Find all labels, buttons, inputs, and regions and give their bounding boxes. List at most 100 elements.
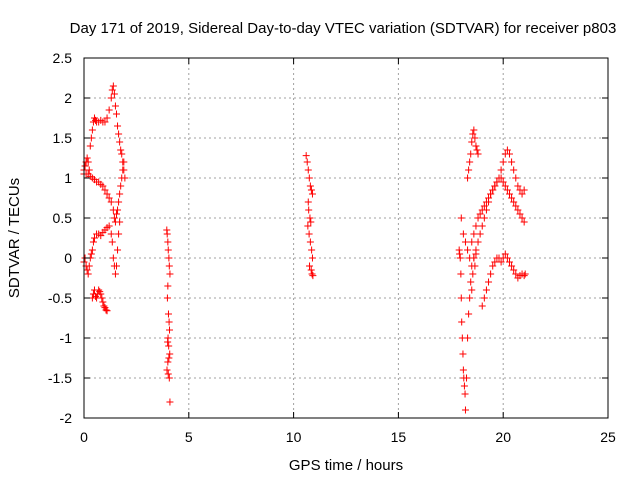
y-tick-label: -2 bbox=[60, 410, 73, 426]
data-point bbox=[165, 262, 173, 270]
data-point bbox=[307, 266, 315, 274]
axis-ticks: 0 5 10 15 20 25 -2 -1.5 -1 -0.5 0 0.5 1 1.5 2 2.5 bbox=[48, 50, 616, 445]
data-point bbox=[165, 374, 173, 382]
data-point bbox=[112, 210, 120, 218]
data-point bbox=[505, 150, 513, 158]
data-point bbox=[163, 366, 171, 374]
data-point bbox=[90, 234, 98, 242]
data-point bbox=[164, 246, 172, 254]
data-point bbox=[115, 198, 123, 206]
data-point bbox=[164, 282, 172, 290]
data-point bbox=[111, 270, 119, 278]
data-point bbox=[119, 166, 127, 174]
data-point bbox=[303, 158, 311, 166]
data-point bbox=[505, 190, 513, 198]
data-point bbox=[166, 270, 174, 278]
data-point bbox=[307, 186, 315, 194]
data-point bbox=[474, 214, 482, 222]
data-point bbox=[514, 206, 522, 214]
data-point bbox=[164, 358, 172, 366]
x-tick-label: 0 bbox=[80, 429, 88, 445]
data-point bbox=[501, 182, 509, 190]
data-point bbox=[461, 406, 469, 414]
series-1 bbox=[80, 158, 128, 226]
series-9 bbox=[468, 174, 528, 246]
data-point bbox=[468, 138, 476, 146]
x-tick-label: 15 bbox=[391, 429, 407, 445]
data-point bbox=[114, 206, 122, 214]
data-point bbox=[115, 130, 123, 138]
data-point bbox=[478, 206, 486, 214]
data-point bbox=[100, 302, 108, 310]
data-point bbox=[108, 86, 116, 94]
data-point bbox=[458, 318, 466, 326]
data-point bbox=[474, 150, 482, 158]
data-point bbox=[165, 254, 173, 262]
data-point bbox=[463, 374, 471, 382]
data-point bbox=[304, 166, 312, 174]
data-point bbox=[111, 102, 119, 110]
data-point bbox=[473, 146, 481, 154]
data-point bbox=[499, 158, 507, 166]
data-point bbox=[493, 178, 501, 186]
y-tick-label: -1.5 bbox=[48, 370, 72, 386]
data-point bbox=[467, 150, 475, 158]
data-point bbox=[165, 342, 173, 350]
data-point bbox=[508, 262, 516, 270]
data-point bbox=[81, 162, 89, 170]
data-point bbox=[503, 186, 511, 194]
data-point bbox=[497, 258, 505, 266]
data-point bbox=[501, 250, 509, 258]
data-point bbox=[466, 158, 474, 166]
data-point bbox=[103, 114, 111, 122]
data-point bbox=[304, 222, 312, 230]
x-tick-label: 20 bbox=[495, 429, 511, 445]
data-point bbox=[306, 262, 314, 270]
y-tick-label: -0.5 bbox=[48, 290, 72, 306]
data-point bbox=[165, 318, 173, 326]
data-point bbox=[470, 254, 478, 262]
data-point bbox=[459, 230, 467, 238]
data-point bbox=[491, 182, 499, 190]
series-2 bbox=[80, 218, 124, 278]
data-point bbox=[305, 174, 313, 182]
data-point bbox=[112, 262, 120, 270]
data-point bbox=[464, 334, 472, 342]
data-point bbox=[520, 272, 528, 280]
data-point bbox=[491, 258, 499, 266]
data-point bbox=[88, 246, 96, 254]
data-point bbox=[166, 350, 174, 358]
y-tick-label: 2.5 bbox=[53, 50, 73, 66]
data-point bbox=[163, 230, 171, 238]
x-tick-label: 25 bbox=[600, 429, 616, 445]
data-point bbox=[87, 250, 95, 258]
data-point bbox=[514, 182, 522, 190]
y-tick-label: 0.5 bbox=[53, 210, 73, 226]
data-point bbox=[107, 230, 115, 238]
data-point bbox=[482, 286, 490, 294]
data-point bbox=[84, 158, 92, 166]
data-point bbox=[107, 198, 115, 206]
data-point bbox=[510, 166, 518, 174]
data-point bbox=[110, 90, 118, 98]
data-point bbox=[521, 270, 529, 278]
data-point bbox=[98, 294, 106, 302]
data-point bbox=[459, 350, 467, 358]
data-point bbox=[459, 366, 467, 374]
data-point bbox=[478, 222, 486, 230]
data-point bbox=[84, 270, 92, 278]
data-point bbox=[164, 370, 172, 378]
data-point bbox=[107, 94, 115, 102]
data-point bbox=[108, 238, 116, 246]
data-point bbox=[86, 142, 94, 150]
data-point bbox=[95, 286, 103, 294]
data-point bbox=[476, 210, 484, 218]
data-point bbox=[518, 214, 526, 222]
data-point bbox=[467, 278, 475, 286]
y-tick-label: -1 bbox=[60, 330, 73, 346]
data-point bbox=[105, 194, 113, 202]
data-point bbox=[83, 154, 91, 162]
data-point bbox=[456, 254, 464, 262]
data-point bbox=[116, 138, 124, 146]
